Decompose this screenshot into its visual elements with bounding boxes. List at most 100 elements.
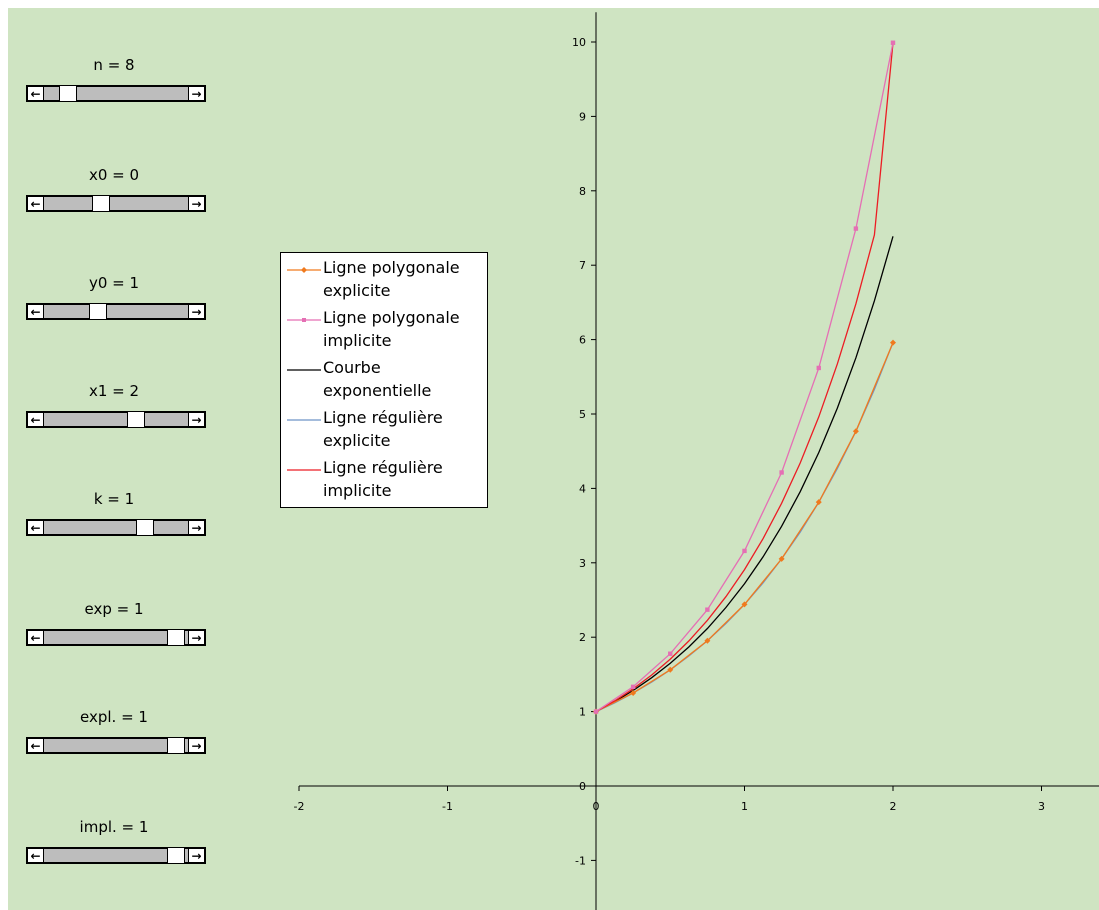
control-label: x0 = 0	[88, 166, 140, 184]
data-point	[779, 470, 784, 475]
legend-item: Courbe exponentielle	[281, 356, 487, 406]
data-point	[705, 607, 710, 612]
legend-label-line1: Courbe	[323, 358, 381, 377]
legend-label-line2: implicite	[323, 481, 392, 500]
data-point	[890, 339, 896, 346]
arrow-left-icon[interactable]: ←	[28, 521, 44, 534]
x-tick-label: 2	[890, 800, 897, 813]
scrollbar-thumb[interactable]	[135, 519, 154, 536]
scrollbar[interactable]: ← →	[26, 629, 206, 646]
legend-label-line1: Ligne polygonale	[323, 258, 460, 277]
arrow-right-icon[interactable]: →	[188, 413, 204, 426]
x-tick-label: 1	[741, 800, 748, 813]
legend-swatch	[287, 318, 321, 322]
series-line-2	[595, 236, 894, 713]
scrollbar[interactable]: ← →	[26, 519, 206, 536]
scrollbar[interactable]: ← →	[26, 85, 206, 102]
arrow-right-icon[interactable]: →	[188, 305, 204, 318]
scrollbar-thumb[interactable]	[167, 629, 186, 646]
chart-sheet	[8, 8, 1099, 910]
scrollbar[interactable]: ← →	[26, 195, 206, 212]
y-tick-label: 2	[579, 631, 586, 644]
control-label: k = 1	[93, 490, 135, 508]
x-tick-label: -2	[294, 800, 305, 813]
arrow-right-icon[interactable]: →	[188, 739, 204, 752]
arrow-left-icon[interactable]: ←	[28, 305, 44, 318]
scrollbar[interactable]: ← →	[26, 847, 206, 864]
y-tick-label: 3	[579, 557, 586, 570]
legend-label-line2: explicite	[323, 431, 391, 450]
arrow-left-icon[interactable]: ←	[28, 413, 44, 426]
control-label: exp = 1	[84, 600, 144, 618]
chart-legend: Ligne polygonale explicite Ligne polygonal…	[280, 252, 488, 508]
arrow-right-icon[interactable]: →	[188, 631, 204, 644]
top-margin	[0, 0, 1099, 8]
y-tick-label: 0	[579, 780, 586, 793]
legend-label: Courbe exponentielle	[323, 356, 487, 402]
legend-swatch	[287, 469, 321, 471]
legend-item: Ligne régulière implicite	[281, 456, 487, 506]
x-tick-label: 0	[593, 800, 600, 813]
arrow-right-icon[interactable]: →	[188, 521, 204, 534]
series-line-3	[595, 342, 894, 713]
arrow-left-icon[interactable]: ←	[28, 849, 44, 862]
y-tick-label: 8	[579, 185, 586, 198]
control-label: expl. = 1	[80, 708, 148, 726]
control-label: impl. = 1	[79, 818, 149, 836]
data-point	[704, 637, 711, 644]
legend-label-line2: explicite	[323, 281, 391, 300]
legend-label: Ligne régulière explicite	[323, 406, 487, 452]
y-tick-label: 9	[579, 110, 586, 123]
arrow-right-icon[interactable]: →	[188, 87, 204, 100]
arrow-left-icon[interactable]: ←	[28, 87, 44, 100]
legend-label: Ligne polygonale explicite	[323, 256, 487, 302]
arrow-right-icon[interactable]: →	[188, 849, 204, 862]
legend-label-line2: exponentielle	[323, 381, 432, 400]
legend-swatch	[287, 267, 321, 273]
data-point	[815, 499, 822, 506]
data-point	[778, 555, 785, 562]
legend-swatch	[287, 369, 321, 371]
arrow-right-icon[interactable]: →	[188, 197, 204, 210]
scrollbar-thumb[interactable]	[91, 195, 110, 212]
data-point	[852, 428, 859, 435]
legend-label-line1: Ligne polygonale	[323, 308, 460, 327]
scrollbar[interactable]: ← →	[26, 411, 206, 428]
arrow-left-icon[interactable]: ←	[28, 197, 44, 210]
y-tick-label: 10	[572, 36, 586, 49]
control-label: x1 = 2	[88, 382, 140, 400]
data-point	[816, 365, 821, 371]
scrollbar-thumb[interactable]	[167, 847, 186, 864]
scrollbar[interactable]: ← →	[26, 303, 206, 320]
legend-label-line2: implicite	[323, 331, 392, 350]
data-point	[741, 601, 748, 608]
y-tick-label: 6	[579, 334, 586, 347]
scrollbar-thumb[interactable]	[127, 411, 146, 428]
y-tick-label: 7	[579, 259, 586, 272]
y-tick-label: -1	[575, 854, 586, 867]
arrow-left-icon[interactable]: ←	[28, 631, 44, 644]
legend-item: Ligne régulière explicite	[281, 406, 487, 456]
legend-label: Ligne polygonale implicite	[323, 306, 487, 352]
y-tick-label: 4	[579, 482, 586, 495]
legend-label-line1: Ligne régulière	[323, 458, 443, 477]
legend-swatch	[287, 419, 321, 421]
series-line-0	[595, 342, 894, 713]
legend-item: Ligne polygonale implicite	[281, 306, 487, 356]
scrollbar-thumb[interactable]	[167, 737, 186, 754]
scrollbar-thumb[interactable]	[89, 303, 108, 320]
scrollbar-thumb[interactable]	[59, 85, 78, 102]
arrow-left-icon[interactable]: ←	[28, 739, 44, 752]
legend-label-line1: Ligne régulière	[323, 408, 443, 427]
x-tick-label: -1	[442, 800, 453, 813]
x-tick-label: 3	[1038, 800, 1045, 813]
scrollbar[interactable]: ← →	[26, 737, 206, 754]
legend-label: Ligne régulière implicite	[323, 456, 487, 502]
data-point	[890, 40, 896, 45]
data-point	[742, 548, 747, 554]
data-point	[853, 226, 859, 231]
data-point	[668, 651, 673, 656]
y-tick-label: 1	[579, 706, 586, 719]
y-tick-label: 5	[579, 408, 586, 421]
